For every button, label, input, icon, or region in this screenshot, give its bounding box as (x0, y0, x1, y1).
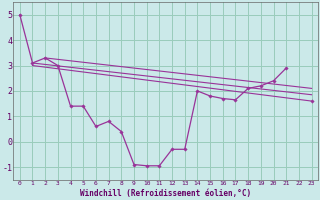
X-axis label: Windchill (Refroidissement éolien,°C): Windchill (Refroidissement éolien,°C) (80, 189, 251, 198)
